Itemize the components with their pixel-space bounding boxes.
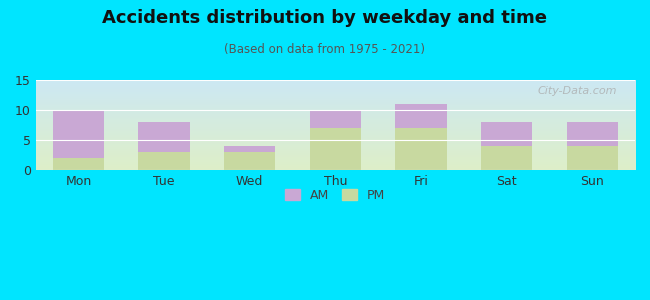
Text: Accidents distribution by weekday and time: Accidents distribution by weekday and ti… (103, 9, 547, 27)
Legend: AM, PM: AM, PM (285, 189, 385, 202)
Bar (224, 152, 276, 170)
Bar (395, 104, 447, 128)
Text: City-Data.com: City-Data.com (538, 86, 617, 96)
Bar (309, 128, 361, 170)
Bar (567, 122, 618, 146)
Bar (138, 122, 190, 152)
Bar (481, 122, 532, 146)
Bar (53, 158, 104, 170)
Bar (53, 110, 104, 158)
Bar (224, 146, 276, 152)
Bar (395, 128, 447, 170)
Bar (309, 110, 361, 128)
Bar (481, 146, 532, 170)
Bar (567, 146, 618, 170)
Bar (138, 152, 190, 170)
Text: (Based on data from 1975 - 2021): (Based on data from 1975 - 2021) (224, 44, 426, 56)
